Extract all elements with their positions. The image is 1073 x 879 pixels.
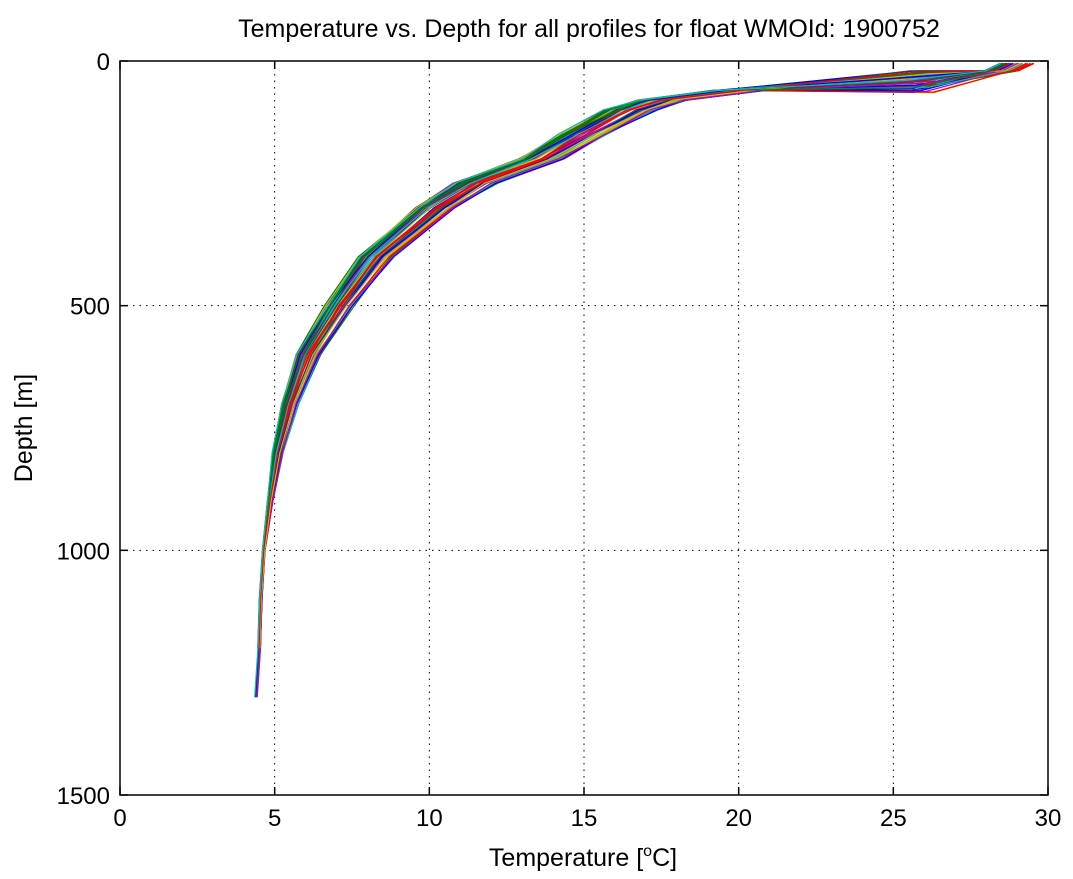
profile-line	[258, 62, 1035, 649]
profile-line	[258, 62, 1014, 649]
profile-line	[254, 62, 1003, 698]
profile-line	[257, 62, 1011, 649]
profile-line	[254, 62, 1007, 698]
profile-line	[258, 62, 1002, 649]
profile-line	[257, 62, 1029, 649]
profile-line	[257, 62, 1010, 649]
profile-line	[257, 62, 1031, 649]
x-axis-label: Temperature [oC]	[489, 843, 677, 872]
profile-line	[257, 62, 1028, 649]
profile-line	[257, 62, 1007, 649]
profile-line	[259, 62, 1009, 649]
profile-line	[255, 62, 1006, 698]
profile-line	[258, 62, 1003, 649]
x-tick-label: 25	[880, 805, 907, 832]
profile-line	[259, 62, 1001, 649]
x-tick-label: 0	[113, 805, 126, 832]
profile-line	[259, 62, 1005, 649]
profile-line	[254, 62, 1005, 698]
profile-line	[259, 62, 1021, 649]
x-tick-label: 30	[1035, 805, 1062, 832]
profile-line	[258, 62, 1027, 649]
profile-line	[258, 62, 1020, 649]
profile-line	[256, 62, 1023, 698]
chart-title: Temperature vs. Depth for all profiles f…	[238, 15, 940, 43]
profile-line	[255, 62, 1017, 698]
profile-line	[254, 62, 1018, 698]
x-tick-label: 5	[268, 805, 281, 832]
profile-lines	[254, 62, 1035, 698]
profile-line	[256, 62, 1012, 698]
profile-line	[257, 62, 1006, 649]
profile-line	[257, 62, 1034, 649]
profile-line	[259, 62, 1031, 649]
profile-line	[257, 62, 1026, 649]
plot-frame	[119, 60, 1049, 796]
profile-line	[259, 62, 1002, 649]
profile-line	[259, 62, 1008, 649]
profile-line	[258, 62, 1034, 649]
profile-line	[259, 62, 1020, 649]
profile-line	[259, 62, 1001, 649]
profile-line	[257, 62, 1008, 649]
y-tick-label: 1500	[57, 783, 110, 810]
profile-line	[259, 62, 1005, 649]
profile-line	[256, 62, 1010, 698]
y-tick-label: 0	[97, 49, 110, 76]
profile-line	[256, 62, 1019, 698]
y-axis-label: Depth [m]	[10, 374, 38, 482]
profile-line	[257, 62, 1009, 649]
profile-line	[259, 62, 1019, 649]
profile-line	[258, 62, 1031, 649]
x-tick-label: 10	[416, 805, 443, 832]
axis-ticks: 0 5 10 15 20 25 30 0 500 1000 1500	[57, 49, 1062, 832]
profile-line	[254, 62, 1001, 698]
profile-line	[258, 62, 1004, 649]
profile-line	[258, 62, 1019, 649]
profile-line	[257, 62, 1006, 649]
profile-line	[259, 62, 1001, 649]
x-tick-label: 15	[571, 805, 598, 832]
y-tick-label: 1000	[57, 538, 110, 565]
profile-line	[258, 62, 1003, 649]
profile-line	[258, 62, 1022, 649]
profile-line	[257, 62, 1001, 649]
profile-line	[254, 62, 1002, 698]
x-tick-label: 20	[725, 805, 752, 832]
y-tick-label: 500	[70, 294, 110, 321]
profile-line	[259, 62, 1020, 649]
profile-line	[255, 62, 1019, 698]
profile-line	[258, 62, 1010, 649]
profile-line	[259, 62, 1001, 649]
grid	[120, 61, 1048, 795]
profile-line	[257, 62, 1012, 649]
profile-line	[254, 62, 1014, 698]
profile-line	[256, 62, 1019, 698]
profile-line	[255, 62, 1001, 698]
profile-line	[258, 62, 1016, 649]
profile-line	[255, 62, 1018, 698]
profile-line	[258, 62, 1011, 649]
